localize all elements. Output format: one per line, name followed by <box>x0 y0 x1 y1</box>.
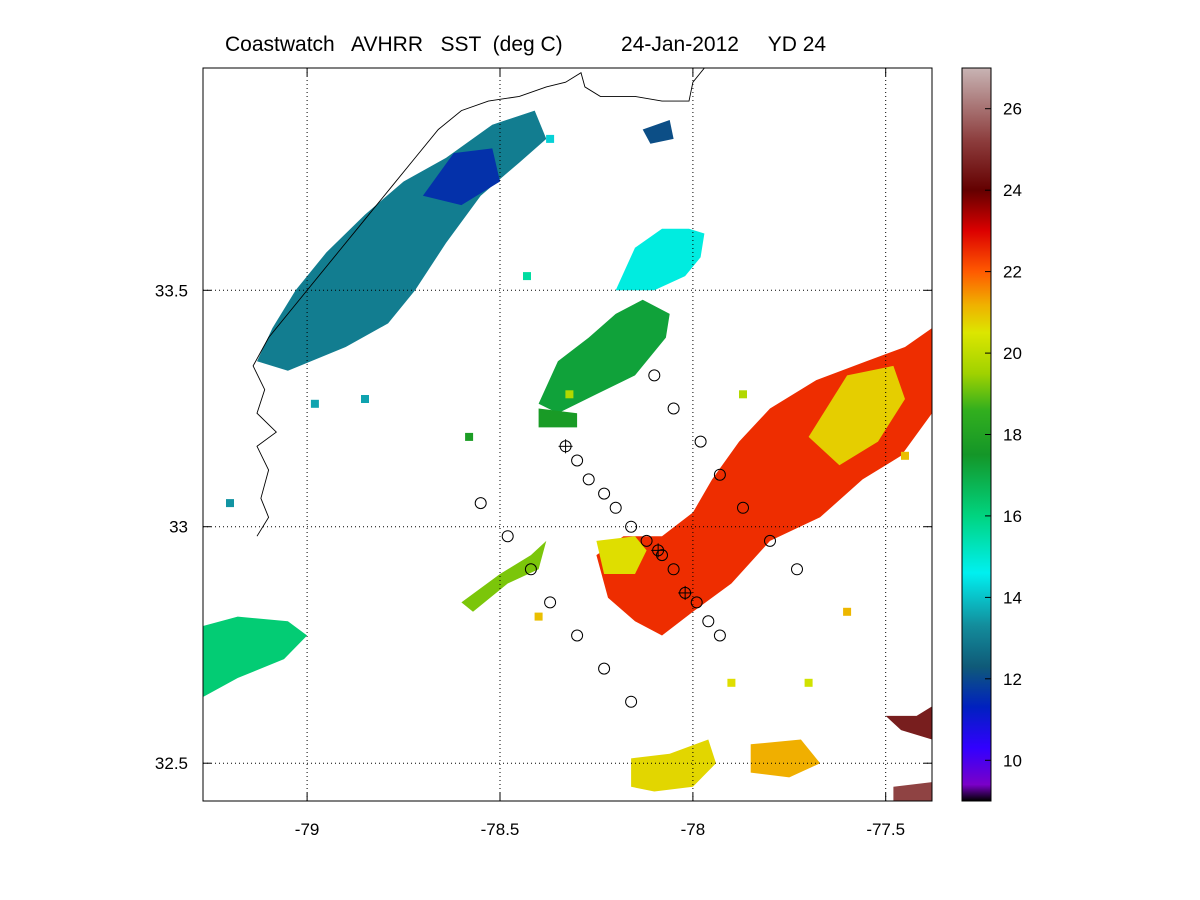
sst-pixel <box>727 678 736 687</box>
axis-ticks: -79 -78.5 -78 -77.5 32.5 33 33.5 <box>155 68 932 839</box>
sst-region <box>422 148 500 206</box>
sst-region <box>538 408 578 428</box>
sst-region <box>642 120 674 144</box>
x-tick-label: -78 <box>681 820 706 839</box>
y-tick-label: 33.5 <box>155 281 188 300</box>
station-marker <box>640 534 653 547</box>
colorbar: 10 12 14 16 18 20 22 24 26 <box>961 67 1022 802</box>
sst-pixel <box>901 451 909 460</box>
station-layer <box>474 369 803 708</box>
sst-pixel <box>804 678 813 687</box>
colorbar-tick-label: 20 <box>1003 344 1022 363</box>
station-marker <box>667 402 680 415</box>
sst-region <box>893 782 932 801</box>
sst-region <box>885 706 932 740</box>
sst-region <box>808 365 905 466</box>
sst-pixel <box>310 399 319 408</box>
sst-region <box>538 299 670 414</box>
station-marker <box>571 629 584 642</box>
coastline-layer <box>252 68 705 537</box>
colorbar-tick-label: 14 <box>1003 588 1022 607</box>
sst-region <box>203 616 308 697</box>
grid-layer <box>203 68 932 801</box>
station-marker <box>582 473 595 486</box>
sst-pixel <box>226 499 234 508</box>
station-marker <box>571 454 584 467</box>
station-marker <box>791 563 803 576</box>
station-marker <box>524 563 537 576</box>
sst-pixel <box>465 432 474 441</box>
station-marker <box>648 369 661 382</box>
station-marker <box>598 662 611 675</box>
station-marker <box>702 615 715 628</box>
colorbar-tick-label: 12 <box>1003 670 1022 689</box>
station-cross-marker <box>651 543 666 558</box>
station-marker <box>474 497 487 510</box>
station-marker <box>690 596 703 609</box>
sst-heatmap-layer <box>203 110 932 801</box>
sst-region <box>750 739 821 778</box>
sst-region <box>631 739 716 792</box>
station-marker <box>667 563 680 576</box>
sst-pixel <box>361 395 369 403</box>
x-tick-label: -79 <box>295 820 320 839</box>
station-marker <box>625 695 638 708</box>
station-marker <box>713 629 726 642</box>
station-marker <box>737 501 749 514</box>
station-marker <box>656 549 668 562</box>
station-cross-marker <box>558 439 573 454</box>
colorbar-tick-label: 26 <box>1003 100 1022 119</box>
station-marker <box>694 435 707 448</box>
colorbar-tick-label: 16 <box>1003 507 1022 526</box>
sst-region <box>596 536 647 574</box>
y-tick-label: 32.5 <box>155 754 188 773</box>
station-marker <box>544 596 557 609</box>
colorbar-tick-label: 24 <box>1003 181 1022 200</box>
x-tick-label: -77.5 <box>866 820 905 839</box>
chart-title: Coastwatch AVHRR SST (deg C) 24-Jan-2012… <box>225 33 826 56</box>
station-marker <box>764 534 776 547</box>
sst-region <box>461 540 547 612</box>
station-marker <box>625 520 638 533</box>
colorbar-tick-label: 22 <box>1003 263 1022 282</box>
sst-pixel <box>843 607 852 616</box>
colorbar-tick-label: 18 <box>1003 426 1022 445</box>
station-marker <box>501 530 514 543</box>
sst-pixel <box>523 272 531 281</box>
station-marker <box>598 487 611 500</box>
sst-pixel <box>739 390 747 399</box>
plot-frame <box>202 67 933 802</box>
station-cross-marker <box>678 585 693 600</box>
station-marker <box>609 501 622 514</box>
colorbar-tick-label: 10 <box>1003 751 1022 770</box>
station-marker <box>713 468 726 481</box>
sst-pixel <box>546 134 555 143</box>
coastline <box>252 68 705 537</box>
sst-pixel <box>565 390 574 399</box>
sst-region <box>615 228 705 291</box>
x-tick-label: -78.5 <box>481 820 520 839</box>
y-tick-label: 33 <box>169 518 188 537</box>
sst-pixel <box>534 612 543 621</box>
